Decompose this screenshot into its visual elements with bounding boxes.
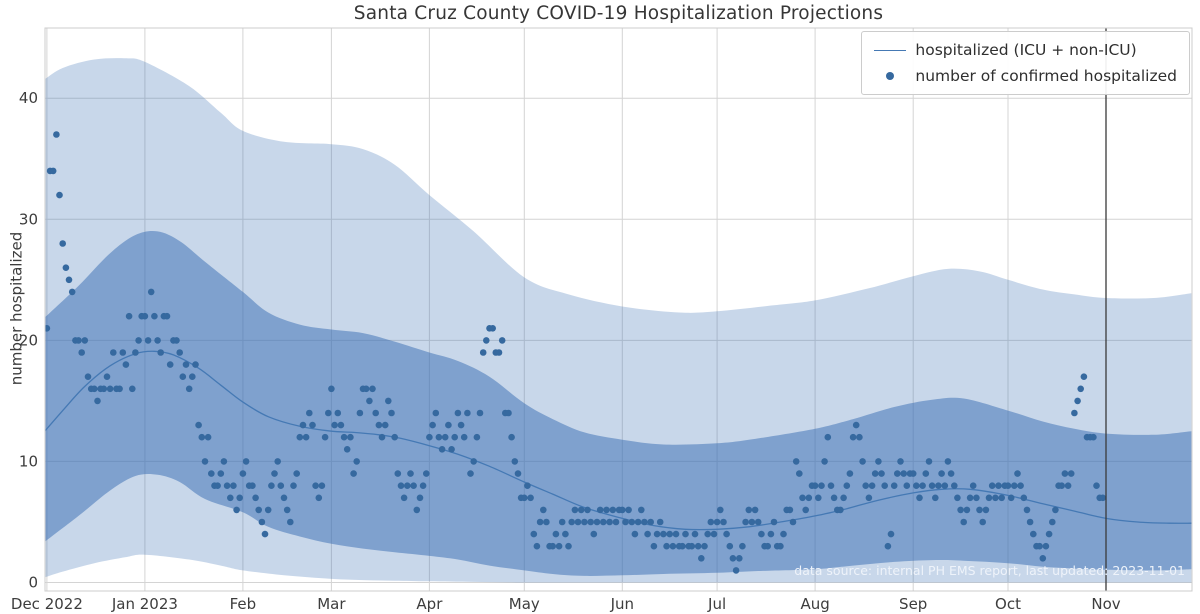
svg-text:May: May — [509, 595, 540, 613]
svg-text:10: 10 — [19, 452, 38, 470]
svg-text:Jun: Jun — [610, 595, 634, 613]
svg-text:Aug: Aug — [800, 595, 829, 613]
svg-text:0: 0 — [28, 574, 38, 592]
svg-text:Oct: Oct — [995, 595, 1021, 613]
dot-swatch-icon — [886, 72, 895, 80]
data-source-annotation: data source: internal PH EMS report, las… — [794, 563, 1185, 578]
legend-line-label: hospitalized (ICU + non-ICU) — [915, 41, 1137, 59]
svg-text:Apr: Apr — [416, 595, 443, 613]
svg-text:30: 30 — [19, 210, 38, 228]
svg-text:Mar: Mar — [317, 595, 346, 613]
line-swatch-icon — [874, 49, 907, 51]
legend: hospitalized (ICU + non-ICU) number of c… — [861, 31, 1190, 95]
svg-text:Sep: Sep — [899, 595, 927, 613]
svg-text:40: 40 — [19, 89, 38, 107]
svg-text:20: 20 — [19, 331, 38, 349]
y-axis-label: number hospitalized — [7, 231, 26, 386]
svg-text:Jan 2023: Jan 2023 — [111, 595, 178, 613]
svg-text:Nov: Nov — [1091, 595, 1120, 613]
legend-scatter-label: number of confirmed hospitalized — [915, 67, 1177, 85]
legend-item-confirmed: number of confirmed hospitalized — [874, 67, 1177, 85]
chart-title: Santa Cruz County COVID-19 Hospitalizati… — [353, 3, 884, 24]
legend-item-hospitalized: hospitalized (ICU + non-ICU) — [874, 41, 1177, 59]
svg-text:Feb: Feb — [230, 595, 257, 613]
svg-text:Dec 2022: Dec 2022 — [11, 595, 83, 613]
svg-text:Jul: Jul — [707, 595, 726, 613]
